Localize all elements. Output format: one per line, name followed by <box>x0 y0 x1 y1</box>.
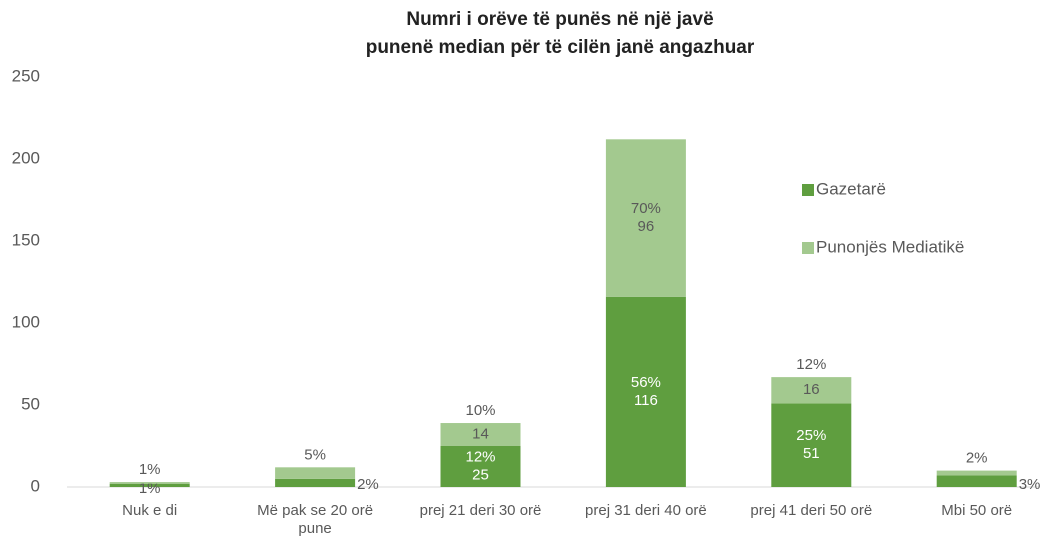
bar-segment <box>936 475 1017 487</box>
percent-label: 3% <box>1019 476 1041 493</box>
legend-swatch <box>802 242 814 254</box>
value-label: 25 <box>472 466 489 483</box>
percent-label: 2% <box>966 450 988 467</box>
chart-title: punenë median për të cilën janë angazhua… <box>366 37 755 58</box>
y-tick-label: 50 <box>21 394 40 413</box>
bar-segment <box>440 446 521 487</box>
percent-label: 10% <box>465 402 495 419</box>
percent-label: 2% <box>357 476 379 493</box>
percent-label: 25% <box>796 427 826 444</box>
legend-label: Gazetarë <box>816 179 886 198</box>
x-tick-label: Më pak se 20 orë <box>257 502 373 519</box>
bar-segment <box>771 377 852 404</box>
percent-label: 1% <box>139 480 161 497</box>
percent-label: 56% <box>631 374 661 391</box>
value-label: 14 <box>472 425 489 442</box>
bar-segment <box>109 483 190 487</box>
value-label: 96 <box>638 218 655 235</box>
legend-label: Punonjës Mediatikë <box>816 237 964 256</box>
x-tick-label: pune <box>298 520 331 537</box>
bar-segment <box>109 482 190 484</box>
x-tick-label: prej 21 deri 30 orë <box>420 502 542 519</box>
y-tick-label: 100 <box>12 312 40 331</box>
bar-segment <box>275 478 356 487</box>
x-tick-label: prej 41 deri 50 orë <box>750 502 872 519</box>
bar-segment <box>440 423 521 446</box>
bar-segment <box>275 467 356 479</box>
percent-label: 70% <box>631 200 661 217</box>
legend-swatch <box>802 184 814 196</box>
x-tick-label: Mbi 50 orë <box>941 502 1012 519</box>
chart-title: Numri i orëve të punës në një javë <box>406 9 713 30</box>
percent-label: 12% <box>796 356 826 373</box>
bar-segment <box>605 296 686 487</box>
percent-label: 12% <box>465 448 495 465</box>
x-tick-label: Nuk e di <box>122 502 177 519</box>
value-label: 51 <box>803 445 820 462</box>
value-label: 116 <box>634 392 658 409</box>
percent-label: 1% <box>139 461 161 478</box>
y-tick-label: 0 <box>31 476 40 495</box>
bar-segment <box>605 139 686 297</box>
y-tick-label: 200 <box>12 148 40 167</box>
value-label: 16 <box>803 381 820 398</box>
percent-label: 5% <box>304 446 326 463</box>
bar-segment <box>771 403 852 487</box>
y-tick-label: 150 <box>12 230 40 249</box>
bar-segment <box>936 470 1017 476</box>
y-tick-label: 250 <box>12 66 40 85</box>
x-tick-label: prej 31 deri 40 orë <box>585 502 707 519</box>
